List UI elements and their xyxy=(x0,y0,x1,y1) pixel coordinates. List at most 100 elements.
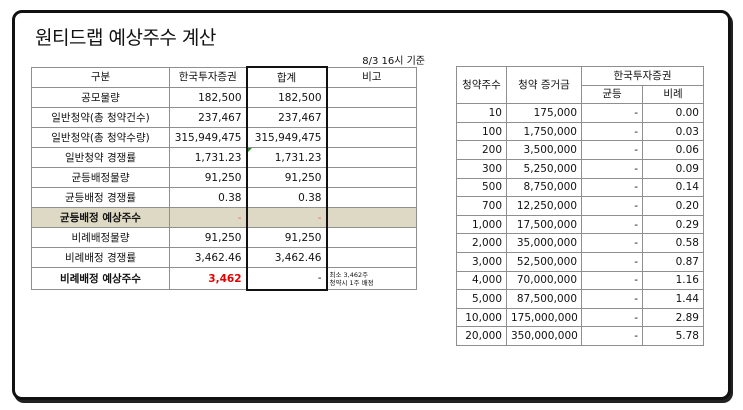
total-value: 91,250 xyxy=(245,227,328,248)
broker-value: 91,250 xyxy=(169,227,247,248)
equal-value: - xyxy=(581,233,643,253)
equal-value: - xyxy=(581,177,643,198)
table-row: 100 1,750,000 - 0.03 xyxy=(456,121,704,142)
deposit-value: 5,250,000 xyxy=(506,158,582,179)
row-label: 비례배정물량 xyxy=(31,227,170,248)
prop-value: 0.03 xyxy=(642,121,704,142)
prop-value: 0.14 xyxy=(642,177,704,198)
deposit-value: 1,750,000 xyxy=(506,121,582,142)
header-category: 구분 xyxy=(31,66,170,88)
deposit-value: 12,250,000 xyxy=(506,196,582,216)
shares-value: 2,000 xyxy=(456,233,507,253)
table-row-result: 비례배정 예상주수 3,462 - 최소 3,462주 청약시 1주 배정 xyxy=(31,267,417,291)
row-label: 일반청약 경쟁률 xyxy=(31,147,170,168)
shares-value: 3,000 xyxy=(456,251,507,272)
prop-value: 0.00 xyxy=(642,103,704,123)
shares-value: 500 xyxy=(456,177,507,198)
table-row: 일반청약 경쟁률 1,731.23 1,731.23 xyxy=(31,147,417,168)
equal-value: - xyxy=(581,121,643,142)
deposit-value: 350,000,000 xyxy=(506,326,582,346)
equal-value: - xyxy=(581,196,643,216)
row-label: 균등배정 경쟁률 xyxy=(31,187,170,208)
equal-value: - xyxy=(581,158,643,179)
header-deposit: 청약 증거금 xyxy=(506,65,582,105)
header-shares: 청약주수 xyxy=(456,65,507,105)
note-cell xyxy=(326,247,417,268)
header-broker: 한국투자증권 xyxy=(169,66,247,88)
note-cell xyxy=(326,107,417,128)
table-row-highlighted: 균등배정 예상주수 - - xyxy=(31,207,417,228)
row-label: 균등배정물량 xyxy=(31,167,170,188)
prop-value: 0.09 xyxy=(642,158,704,179)
table-row: 비례배정 경쟁률 3,462.46 3,462.46 xyxy=(31,247,417,268)
table-row: 공모물량 182,500 182,500 xyxy=(31,87,417,108)
shares-value: 200 xyxy=(456,140,507,160)
prop-value: 1.44 xyxy=(642,289,704,309)
equal-value: - xyxy=(581,140,643,160)
table-row: 200 3,500,000 - 0.06 xyxy=(456,140,704,160)
note-line: 청약시 1주 배정 xyxy=(329,278,374,287)
total-value: 1,731.23 xyxy=(245,147,328,168)
broker-value: 315,949,475 xyxy=(169,127,247,148)
prop-value: 0.20 xyxy=(642,196,704,216)
shares-value: 1,000 xyxy=(456,214,507,235)
equal-value: - xyxy=(581,103,643,123)
broker-value: - xyxy=(169,207,247,228)
table-row: 300 5,250,000 - 0.09 xyxy=(456,158,704,179)
table-row: 1,000 17,500,000 - 0.29 xyxy=(456,214,704,235)
table-row: 비례배정물량 91,250 91,250 xyxy=(31,227,417,248)
deposit-value: 35,000,000 xyxy=(506,233,582,253)
deposit-value: 3,500,000 xyxy=(506,140,582,160)
header-total: 합계 xyxy=(245,66,328,88)
row-label: 비례배정 경쟁률 xyxy=(31,247,170,268)
deposit-value: 52,500,000 xyxy=(506,251,582,272)
total-value: - xyxy=(245,267,328,291)
broker-value: 182,500 xyxy=(169,87,247,108)
broker-value: 1,731.23 xyxy=(169,147,247,168)
table-row: 2,000 35,000,000 - 0.58 xyxy=(456,233,704,253)
total-value-text: 1,731.23 xyxy=(274,151,322,164)
note-line: 최소 3,462주 xyxy=(329,270,369,279)
deposit-value: 87,500,000 xyxy=(506,289,582,309)
table-row: 500 8,750,000 - 0.14 xyxy=(456,177,704,198)
total-value: 237,467 xyxy=(245,107,328,128)
header-broker: 한국투자증권 xyxy=(581,66,704,86)
total-value: - xyxy=(245,207,328,228)
shares-value: 300 xyxy=(456,158,507,179)
equal-value: - xyxy=(581,251,643,272)
table-row: 균등배정물량 91,250 91,250 xyxy=(31,167,417,188)
total-value: 3,462.46 xyxy=(245,247,328,268)
total-value: 91,250 xyxy=(245,167,328,188)
note-cell xyxy=(326,187,417,208)
equal-value: - xyxy=(581,307,643,328)
prop-value: 0.29 xyxy=(642,214,704,235)
table-row: 20,000 350,000,000 - 5.78 xyxy=(456,326,704,346)
shares-value: 4,000 xyxy=(456,270,507,291)
deposit-value: 175,000,000 xyxy=(506,307,582,328)
broker-value: 0.38 xyxy=(169,187,247,208)
note-cell xyxy=(326,147,417,168)
shares-value: 10 xyxy=(456,103,507,123)
broker-value: 237,467 xyxy=(169,107,247,128)
table-row: 4,000 70,000,000 - 1.16 xyxy=(456,270,704,291)
prop-value: 0.87 xyxy=(642,251,704,272)
total-value: 315,949,475 xyxy=(245,127,328,148)
shares-value: 5,000 xyxy=(456,289,507,309)
deposit-value: 8,750,000 xyxy=(506,177,582,198)
broker-value: 3,462 xyxy=(169,267,247,290)
table-row: 10,000 175,000,000 - 2.89 xyxy=(456,307,704,328)
header-equal: 균등 xyxy=(581,84,643,105)
prop-value: 5.78 xyxy=(642,326,704,346)
total-value: 182,500 xyxy=(245,87,328,108)
table-header-row: 구분 한국투자증권 합계 비고 xyxy=(31,66,417,88)
equal-value: - xyxy=(581,214,643,235)
broker-value: 91,250 xyxy=(169,167,247,188)
sheet-frame: 원티드랩 예상주수 계산 8/3 16시 기준 구분 한국투자증권 합계 비고 … xyxy=(12,10,731,400)
shares-value: 20,000 xyxy=(456,326,507,346)
as-of-timestamp: 8/3 16시 기준 xyxy=(362,56,425,67)
table-row: 5,000 87,500,000 - 1.44 xyxy=(456,289,704,309)
prop-value: 2.89 xyxy=(642,307,704,328)
total-value: 0.38 xyxy=(245,187,328,208)
note-cell xyxy=(326,227,417,248)
note-cell xyxy=(326,167,417,188)
